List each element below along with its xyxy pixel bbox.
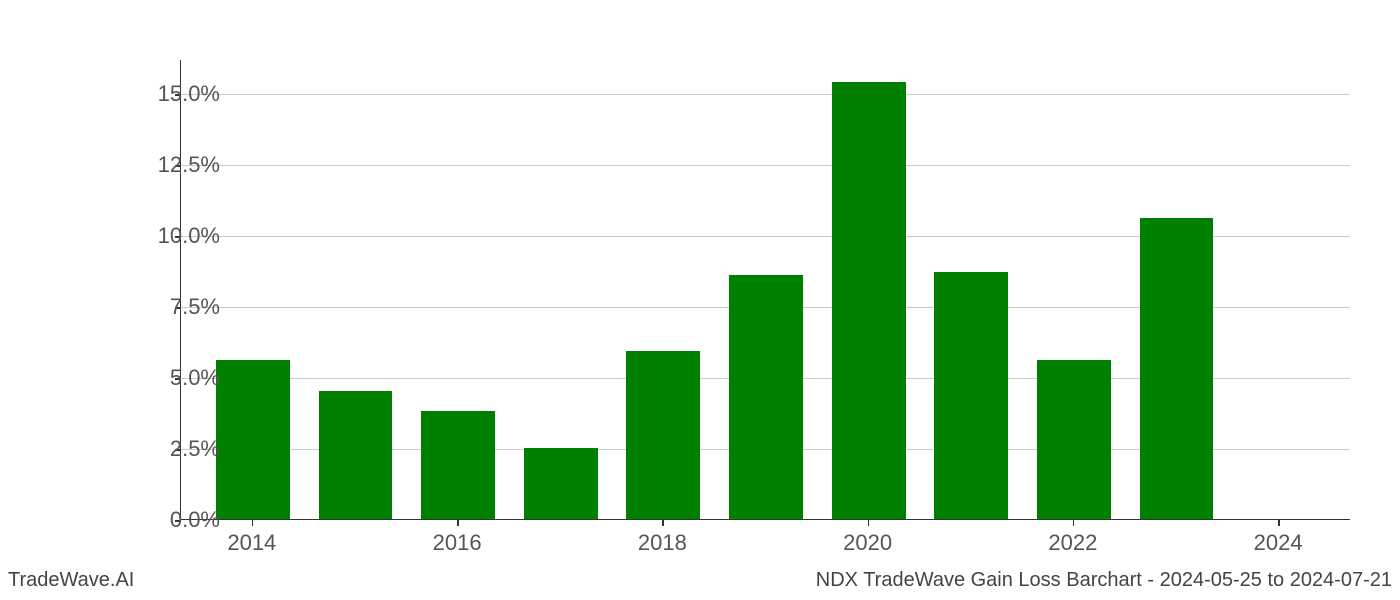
bar bbox=[832, 82, 906, 519]
bar bbox=[319, 391, 393, 519]
x-tick-mark bbox=[1278, 520, 1280, 526]
x-tick-label: 2018 bbox=[638, 530, 687, 556]
bar bbox=[524, 448, 598, 519]
bar bbox=[626, 351, 700, 519]
bar bbox=[1140, 218, 1214, 519]
x-tick-label: 2014 bbox=[227, 530, 276, 556]
x-tick-mark bbox=[662, 520, 664, 526]
footer-left-text: TradeWave.AI bbox=[8, 569, 134, 592]
y-tick-label: 5.0% bbox=[120, 365, 220, 391]
x-tick-label: 2020 bbox=[843, 530, 892, 556]
x-tick-mark bbox=[252, 520, 254, 526]
y-tick-label: 10.0% bbox=[120, 223, 220, 249]
y-tick-label: 7.5% bbox=[120, 294, 220, 320]
y-tick-label: 15.0% bbox=[120, 81, 220, 107]
plot-area bbox=[180, 60, 1350, 520]
x-tick-mark bbox=[868, 520, 870, 526]
bar bbox=[934, 272, 1008, 519]
x-tick-label: 2022 bbox=[1048, 530, 1097, 556]
bar bbox=[729, 275, 803, 519]
x-tick-mark bbox=[1073, 520, 1075, 526]
y-tick-label: 2.5% bbox=[120, 436, 220, 462]
bar bbox=[216, 360, 290, 519]
gridline bbox=[181, 165, 1350, 166]
y-tick-label: 0.0% bbox=[120, 507, 220, 533]
x-tick-label: 2024 bbox=[1254, 530, 1303, 556]
bar bbox=[1037, 360, 1111, 519]
x-tick-label: 2016 bbox=[433, 530, 482, 556]
gridline bbox=[181, 94, 1350, 95]
x-tick-mark bbox=[457, 520, 459, 526]
bar-chart: 201420162018202020222024 bbox=[180, 60, 1350, 520]
bar bbox=[421, 411, 495, 519]
y-tick-label: 12.5% bbox=[120, 152, 220, 178]
footer-right-text: NDX TradeWave Gain Loss Barchart - 2024-… bbox=[816, 569, 1392, 592]
